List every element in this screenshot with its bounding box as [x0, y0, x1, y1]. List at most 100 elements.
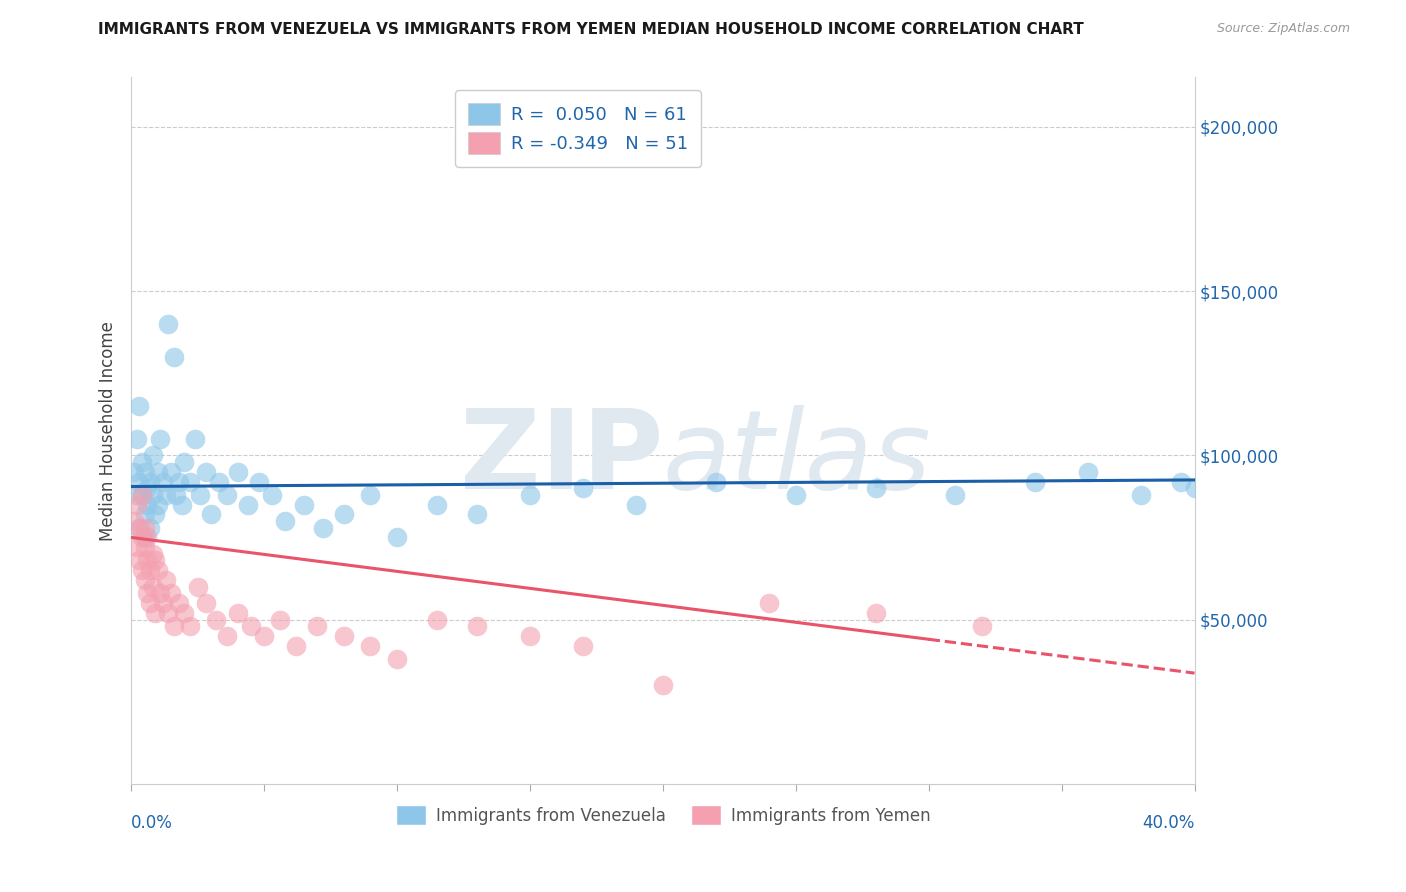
Point	[194, 465, 217, 479]
Point	[274, 514, 297, 528]
Point	[179, 475, 201, 489]
Point	[426, 613, 449, 627]
Point	[758, 596, 780, 610]
Point	[134, 530, 156, 544]
Point	[122, 514, 145, 528]
Point	[139, 563, 162, 577]
Point	[239, 619, 262, 633]
Point	[143, 606, 166, 620]
Point	[311, 520, 333, 534]
Point	[187, 580, 209, 594]
Point	[651, 678, 673, 692]
Point	[134, 541, 156, 555]
Point	[149, 586, 172, 600]
Point	[134, 508, 156, 522]
Point	[141, 488, 163, 502]
Point	[139, 475, 162, 489]
Point	[131, 488, 153, 502]
Point	[572, 481, 595, 495]
Point	[269, 613, 291, 627]
Point	[128, 520, 150, 534]
Text: 0.0%: 0.0%	[131, 814, 173, 832]
Point	[179, 619, 201, 633]
Point	[360, 639, 382, 653]
Text: IMMIGRANTS FROM VENEZUELA VS IMMIGRANTS FROM YEMEN MEDIAN HOUSEHOLD INCOME CORRE: IMMIGRANTS FROM VENEZUELA VS IMMIGRANTS …	[98, 22, 1084, 37]
Point	[128, 475, 150, 489]
Point	[157, 317, 180, 331]
Point	[173, 606, 195, 620]
Text: atlas: atlas	[662, 405, 932, 512]
Point	[149, 432, 172, 446]
Point	[136, 481, 159, 495]
Point	[205, 613, 228, 627]
Point	[970, 619, 993, 633]
Point	[194, 596, 217, 610]
Point	[146, 465, 169, 479]
Point	[139, 596, 162, 610]
Point	[170, 498, 193, 512]
Point	[131, 530, 153, 544]
Point	[141, 448, 163, 462]
Point	[136, 498, 159, 512]
Point	[134, 573, 156, 587]
Y-axis label: Median Household Income: Median Household Income	[100, 321, 117, 541]
Point	[253, 629, 276, 643]
Point	[141, 580, 163, 594]
Point	[125, 488, 148, 502]
Point	[184, 432, 207, 446]
Point	[128, 399, 150, 413]
Legend: Immigrants from Venezuela, Immigrants from Yemen: Immigrants from Venezuela, Immigrants fr…	[389, 798, 936, 832]
Point	[128, 553, 150, 567]
Point	[519, 629, 541, 643]
Point	[136, 586, 159, 600]
Point	[155, 488, 177, 502]
Point	[215, 629, 238, 643]
Point	[360, 488, 382, 502]
Point	[226, 465, 249, 479]
Point	[426, 498, 449, 512]
Point	[125, 541, 148, 555]
Point	[152, 596, 174, 610]
Point	[152, 475, 174, 489]
Point	[238, 498, 260, 512]
Point	[190, 488, 212, 502]
Point	[128, 520, 150, 534]
Point	[247, 475, 270, 489]
Point	[163, 350, 186, 364]
Point	[131, 563, 153, 577]
Point	[131, 455, 153, 469]
Point	[155, 573, 177, 587]
Point	[865, 481, 887, 495]
Point	[141, 547, 163, 561]
Point	[143, 508, 166, 522]
Point	[167, 596, 190, 610]
Point	[143, 553, 166, 567]
Point	[215, 488, 238, 502]
Point	[333, 508, 356, 522]
Text: ZIP: ZIP	[460, 405, 662, 512]
Point	[136, 530, 159, 544]
Point	[285, 639, 308, 653]
Point	[167, 475, 190, 489]
Point	[122, 465, 145, 479]
Point	[465, 508, 488, 522]
Point	[146, 563, 169, 577]
Point	[134, 520, 156, 534]
Point	[943, 488, 966, 502]
Point	[385, 652, 408, 666]
Point	[125, 432, 148, 446]
Point	[1077, 465, 1099, 479]
Text: 40.0%: 40.0%	[1142, 814, 1195, 832]
Point	[146, 498, 169, 512]
Point	[165, 488, 187, 502]
Point	[157, 606, 180, 620]
Point	[572, 639, 595, 653]
Point	[131, 488, 153, 502]
Point	[262, 488, 284, 502]
Point	[626, 498, 648, 512]
Point	[163, 619, 186, 633]
Point	[160, 586, 183, 600]
Point	[136, 553, 159, 567]
Point	[292, 498, 315, 512]
Text: Source: ZipAtlas.com: Source: ZipAtlas.com	[1216, 22, 1350, 36]
